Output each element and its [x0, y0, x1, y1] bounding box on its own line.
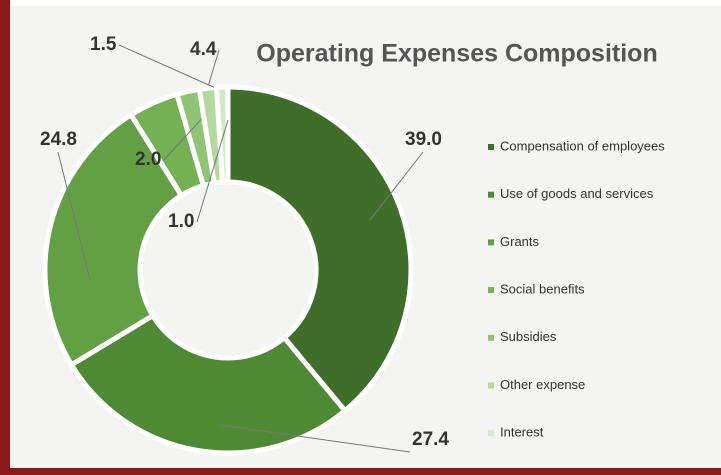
legend-marker [488, 334, 494, 341]
legend-marker [488, 287, 494, 294]
data-label: 4.4 [190, 39, 217, 60]
legend-marker [488, 239, 494, 246]
legend-label: Interest [500, 425, 544, 440]
donut-slice [68, 312, 349, 456]
leader-line [57, 151, 91, 281]
donut-slice [213, 84, 231, 185]
data-label: 39.0 [405, 129, 442, 150]
leader-line [219, 424, 411, 453]
leader-line [163, 114, 206, 161]
data-label: 24.8 [40, 129, 77, 150]
legend-marker [488, 191, 494, 198]
data-label: 2.0 [135, 149, 161, 170]
chart: Operating Expenses Composition 39.0 27.4 2… [10, 0, 721, 468]
legend-label: Compensation of employees [500, 138, 665, 153]
legend-label: Other expense [500, 377, 585, 392]
donut-slice [42, 111, 185, 369]
leader-line [118, 44, 221, 91]
top-border [10, 0, 721, 6]
legend-marker [488, 382, 494, 389]
leader-line [369, 151, 424, 221]
legend-label: Social benefits [500, 282, 585, 297]
chart-title: Operating Expenses Composition [256, 40, 657, 68]
legend-marker [488, 430, 494, 437]
data-label: 1.0 [168, 211, 194, 232]
donut-slice [225, 84, 414, 415]
data-label: 27.4 [412, 429, 449, 450]
data-label: 1.5 [90, 34, 117, 55]
legend-label: Grants [500, 234, 540, 249]
legend-label: Use of goods and services [500, 186, 654, 201]
leader-line [196, 119, 229, 223]
legend-label: Subsidies [500, 329, 557, 344]
legend-marker [488, 144, 494, 150]
